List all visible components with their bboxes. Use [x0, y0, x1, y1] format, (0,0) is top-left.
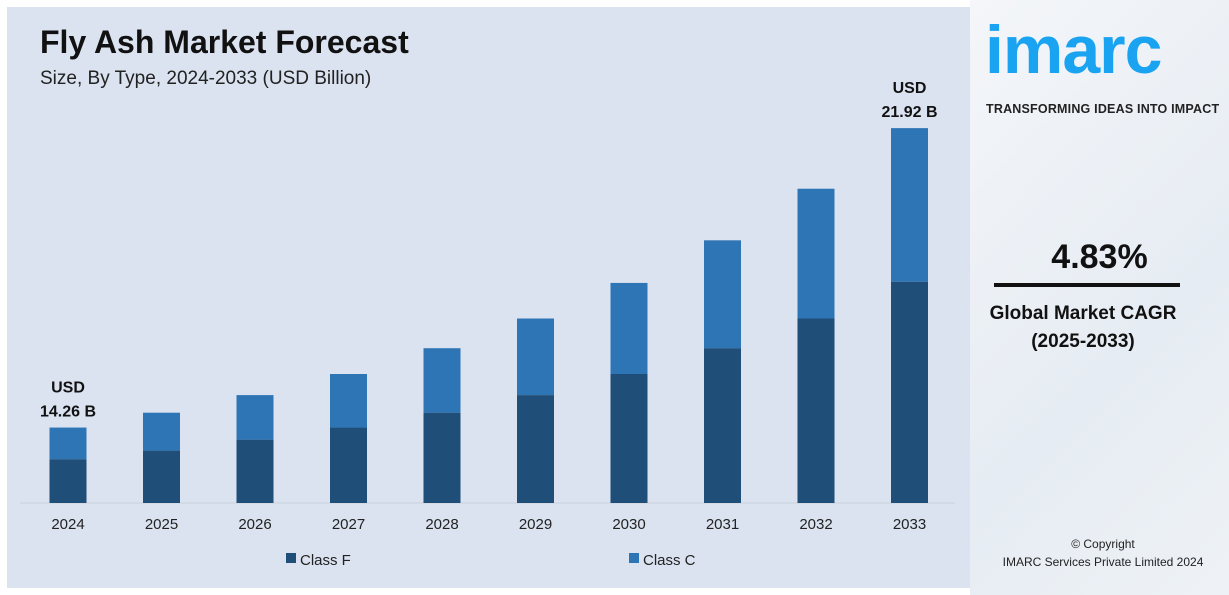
- data-label: 14.26 B: [40, 404, 96, 421]
- chart-title: Fly Ash Market Forecast: [40, 24, 409, 60]
- legend-swatch: [629, 553, 639, 563]
- cagr-label: Global Market CAGR (2025-2033): [970, 300, 1196, 356]
- chart-subtitle: Size, By Type, 2024-2033 (USD Billion): [40, 68, 372, 89]
- imarc-logo: imarc: [985, 12, 1162, 88]
- bar-class-c-2030: [610, 282, 648, 375]
- bar-class-f-2033: [891, 281, 928, 503]
- bar-class-f-2027: [330, 427, 367, 503]
- bar-class-f-2026: [236, 439, 274, 503]
- x-tick-label: 2033: [893, 516, 926, 533]
- bar-class-c-2026: [236, 395, 274, 440]
- legend-label: Class F: [300, 552, 351, 569]
- legend-label: Class C: [643, 552, 696, 569]
- cagr-label-line2: (2025-2033): [1031, 331, 1135, 352]
- bar-class-c-2025: [143, 412, 180, 451]
- bar-class-c-2028: [423, 348, 461, 413]
- divider: [994, 283, 1180, 287]
- bar-class-f-2032: [797, 318, 835, 503]
- bar-class-c-2029: [517, 318, 554, 396]
- x-tick-label: 2025: [145, 516, 178, 533]
- bar-class-f-2030: [610, 374, 648, 503]
- legend-swatch: [286, 553, 296, 563]
- bar-class-f-2028: [423, 412, 461, 503]
- cagr-value: 4.83%: [1051, 238, 1148, 276]
- x-tick-label: 2030: [612, 516, 645, 533]
- bar-class-c-2024: [49, 427, 87, 460]
- bar-class-c-2032: [797, 188, 835, 319]
- copyright-line1: © Copyright: [1071, 537, 1135, 551]
- x-tick-label: 2029: [519, 516, 552, 533]
- x-tick-label: 2032: [799, 516, 832, 533]
- data-label: USD: [893, 80, 927, 97]
- x-tick-label: 2028: [425, 516, 458, 533]
- bar-class-f-2025: [143, 450, 180, 503]
- cagr-label-line1: Global Market CAGR: [989, 303, 1177, 324]
- bar-class-c-2027: [330, 374, 367, 428]
- x-tick-label: 2024: [51, 516, 84, 533]
- data-label: USD: [51, 380, 85, 397]
- x-tick-label: 2026: [238, 516, 271, 533]
- bar-class-f-2029: [517, 395, 554, 503]
- x-tick-label: 2031: [706, 516, 739, 533]
- stacked-bar-chart: 2024 2025 2026 2027 2028 2029 2030 2031 2032 2033…: [20, 80, 955, 569]
- copyright-line2: IMARC Services Private Limited 2024: [1002, 555, 1204, 569]
- bar-class-f-2024: [49, 459, 87, 503]
- bar-class-c-2031: [704, 240, 741, 349]
- x-tick-label: 2027: [332, 516, 365, 533]
- bar-class-f-2031: [704, 348, 741, 503]
- copyright: © Copyright IMARC Services Private Limite…: [970, 535, 1229, 571]
- sidebar: [970, 0, 1229, 595]
- logo-tagline: TRANSFORMING IDEAS INTO IMPACT: [986, 102, 1220, 116]
- bar-class-c-2033: [891, 128, 928, 282]
- data-label: 21.92 B: [881, 104, 937, 121]
